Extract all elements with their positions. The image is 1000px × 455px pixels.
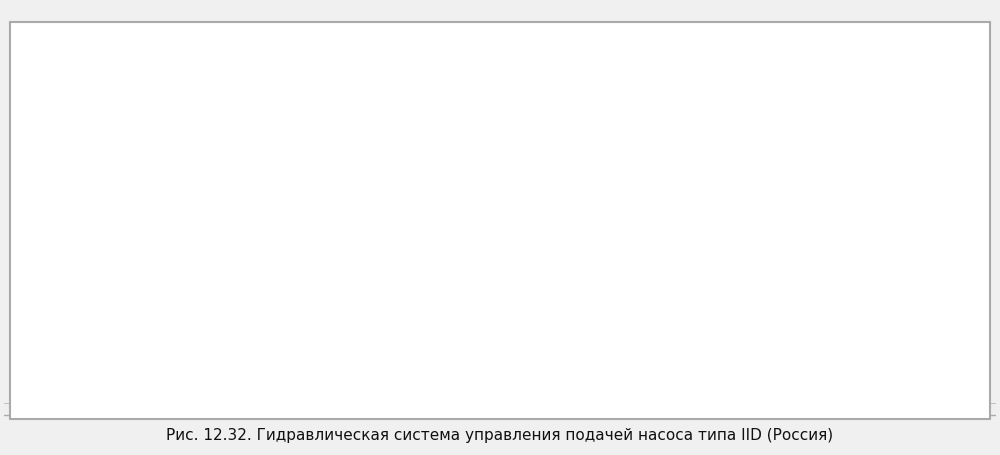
Bar: [54, 217, 103, 232]
Text: нагнетания: нагнетания: [118, 219, 183, 229]
Circle shape: [277, 70, 426, 130]
Text: 13: 13: [441, 132, 453, 142]
Bar: [371, 144, 470, 176]
Text: слива: слива: [118, 258, 150, 268]
Circle shape: [460, 212, 540, 243]
Bar: [827, 28, 842, 68]
Circle shape: [495, 30, 564, 58]
Bar: [292, 60, 381, 140]
Bar: [877, 32, 946, 88]
Text: 6: 6: [857, 68, 863, 78]
Bar: [550, 32, 669, 56]
Circle shape: [460, 268, 540, 299]
Text: Рис. 12.32. Гидравлическая система управления подачей насоса типа IID (Россия): Рис. 12.32. Гидравлическая система управ…: [166, 427, 834, 442]
Text: 11: 11: [460, 319, 473, 329]
Bar: [54, 238, 103, 252]
Text: 1: 1: [312, 108, 318, 118]
Text: К рулевому приводу: К рулевому приводу: [212, 212, 332, 222]
Text: Магистрали: Магистрали: [113, 186, 199, 198]
Bar: [470, 156, 867, 168]
Bar: [629, 243, 807, 291]
Circle shape: [431, 255, 569, 311]
Circle shape: [317, 86, 386, 114]
Bar: [272, 48, 302, 184]
Bar: [282, 56, 460, 144]
Circle shape: [297, 78, 406, 122]
Text: 6: 6: [336, 192, 343, 202]
Text: всасывания: всасывания: [118, 239, 183, 248]
Text: 9: 9: [867, 307, 873, 317]
Bar: [34, 180, 411, 283]
Bar: [302, 42, 877, 52]
Text: 2: 2: [470, 92, 477, 102]
Bar: [441, 96, 500, 112]
Bar: [292, 44, 708, 56]
Circle shape: [510, 36, 550, 52]
Text: 8: 8: [678, 124, 685, 134]
Bar: [292, 144, 708, 156]
Circle shape: [411, 248, 589, 319]
Bar: [54, 258, 103, 271]
Bar: [877, 44, 907, 156]
Bar: [817, 24, 847, 72]
Circle shape: [411, 192, 589, 263]
Circle shape: [569, 124, 609, 140]
Circle shape: [555, 118, 624, 146]
Text: 3: 3: [579, 32, 586, 42]
Text: 5: 5: [897, 32, 903, 42]
Bar: [272, 44, 302, 144]
Circle shape: [431, 200, 569, 255]
Bar: [460, 92, 490, 116]
Text: 10: 10: [708, 243, 721, 253]
Bar: [877, 88, 916, 156]
Bar: [54, 197, 103, 212]
Text: 7: 7: [926, 88, 933, 98]
Bar: [619, 120, 738, 144]
Text: a: a: [287, 192, 293, 202]
Text: 1: 1: [510, 24, 516, 34]
Text: 12: 12: [431, 164, 443, 174]
Circle shape: [336, 94, 366, 106]
Text: 1: 1: [569, 108, 576, 118]
Text: 4: 4: [718, 24, 724, 34]
Bar: [738, 32, 877, 64]
Text: шестеренного насоса: шестеренного насоса: [118, 199, 238, 209]
